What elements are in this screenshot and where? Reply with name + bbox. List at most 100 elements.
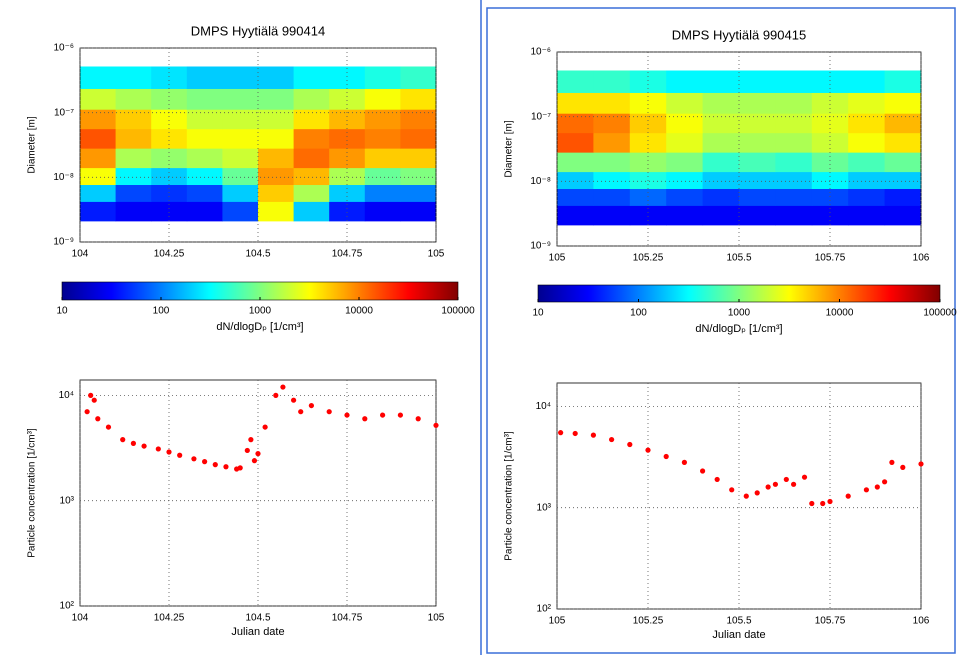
colorbar-label: dN/dlogDₚ [1/cm³]: [216, 321, 303, 333]
x-tick-label: 105: [428, 249, 445, 260]
x-tick-label: 104.75: [332, 613, 363, 624]
data-point: [572, 430, 578, 437]
heatmap: [80, 66, 437, 222]
heatmap-cell: [80, 184, 117, 202]
heatmap-cell: [80, 148, 117, 169]
x-tick-label: 105.25: [633, 616, 664, 627]
x-tick-label: 105.5: [726, 616, 751, 627]
x-tick-label: 105.75: [815, 616, 846, 627]
heatmap-cell: [186, 109, 223, 130]
data-point: [845, 493, 851, 499]
heatmap-cell: [400, 201, 437, 222]
data-point: [212, 462, 218, 468]
heatmap-cell: [666, 92, 704, 114]
heatmap-cell: [557, 205, 594, 226]
data-point: [130, 440, 136, 447]
heatmap-cell: [364, 109, 401, 130]
data-point: [255, 451, 261, 457]
data-point: [291, 397, 297, 403]
heatmap-cell: [186, 88, 223, 110]
x-tick-label: 104.75: [332, 249, 363, 260]
data-point: [558, 430, 564, 436]
heatmap-cell: [329, 201, 366, 222]
x-tick-label: 106: [913, 616, 930, 627]
heatmap-cell: [739, 92, 776, 114]
heatmap-cell: [258, 201, 295, 222]
data-point: [397, 412, 403, 418]
data-point: [191, 456, 197, 462]
data-point: [91, 397, 97, 403]
heatmap-cell: [329, 128, 366, 149]
heatmap-cell: [666, 113, 704, 134]
heatmap-cell: [329, 66, 366, 89]
y-tick-label: 10²: [537, 604, 552, 615]
data-point: [105, 424, 112, 430]
heatmap-cell: [115, 88, 152, 110]
heatmap-cell: [151, 201, 188, 222]
data-point: [262, 424, 268, 430]
heatmap-cell: [557, 188, 594, 206]
heatmap-cell: [884, 92, 922, 114]
heatmap-cell: [811, 92, 849, 114]
heatmap-cell: [848, 188, 886, 206]
heatmap-cell: [811, 70, 849, 93]
x-axis-label: Julian date: [712, 629, 765, 641]
heatmap-cell: [848, 113, 886, 134]
data-point: [280, 384, 286, 390]
heatmap-cell: [593, 152, 631, 173]
heatmap-cell: [739, 205, 776, 226]
colorbar-tick-label: 100000: [923, 308, 957, 319]
panel-border: [486, 7, 956, 654]
data-point: [155, 446, 161, 452]
data-point: [714, 476, 720, 483]
x-tick-label: 104.5: [245, 249, 270, 260]
heatmap-cell: [593, 113, 631, 134]
heatmap-cell: [739, 171, 776, 190]
data-point: [237, 465, 243, 471]
heatmap-cell: [775, 70, 813, 93]
heatmap-cell: [593, 70, 631, 93]
x-tick-label: 104.5: [245, 613, 270, 624]
y-tick-label: 10⁴: [536, 401, 551, 412]
x-tick-label: 105.5: [726, 253, 751, 264]
heatmap-cell: [629, 113, 667, 134]
heatmap-cell: [329, 148, 366, 169]
heatmap-cell: [702, 205, 740, 226]
heatmap-cell: [666, 152, 704, 173]
heatmap-cell: [739, 188, 776, 206]
heatmap-cell: [666, 70, 704, 93]
heatmap-cell: [666, 205, 704, 226]
heatmap-cell: [702, 188, 740, 206]
heatmap-cell: [811, 188, 849, 206]
x-tick-label: 105: [428, 613, 445, 624]
x-tick-label: 104.25: [154, 613, 185, 624]
heatmap-cell: [848, 70, 886, 93]
heatmap-cell: [258, 128, 295, 149]
data-point: [202, 459, 208, 465]
colorbar-label: dN/dlogDₚ [1/cm³]: [695, 323, 782, 335]
data-point: [772, 481, 779, 487]
colorbar-tick-label: 100000: [441, 306, 475, 317]
data-point: [827, 498, 833, 505]
data-point: [791, 481, 797, 487]
heatmap-cell: [293, 109, 330, 130]
data-point: [84, 409, 90, 415]
colorbar-tick-label: 10: [532, 308, 544, 319]
heatmap-cell: [151, 66, 188, 89]
x-tick-label: 104: [72, 613, 89, 624]
heatmap-cell: [258, 66, 295, 89]
data-point: [177, 452, 183, 458]
heatmap-cell: [702, 113, 740, 134]
heatmap-cell: [593, 92, 631, 114]
data-point: [223, 464, 229, 470]
heatmap-cell: [364, 66, 401, 89]
heatmap-cell: [364, 88, 401, 110]
heatmap-cell: [666, 171, 704, 190]
heatmap-cell: [884, 70, 922, 93]
heatmap-cell: [293, 201, 330, 222]
heatmap-cell: [739, 132, 776, 153]
colorbar-tick-label: 10000: [826, 308, 854, 319]
heatmap-cell: [593, 188, 631, 206]
heatmap-cell: [115, 109, 152, 130]
heatmap-cell: [80, 66, 117, 89]
